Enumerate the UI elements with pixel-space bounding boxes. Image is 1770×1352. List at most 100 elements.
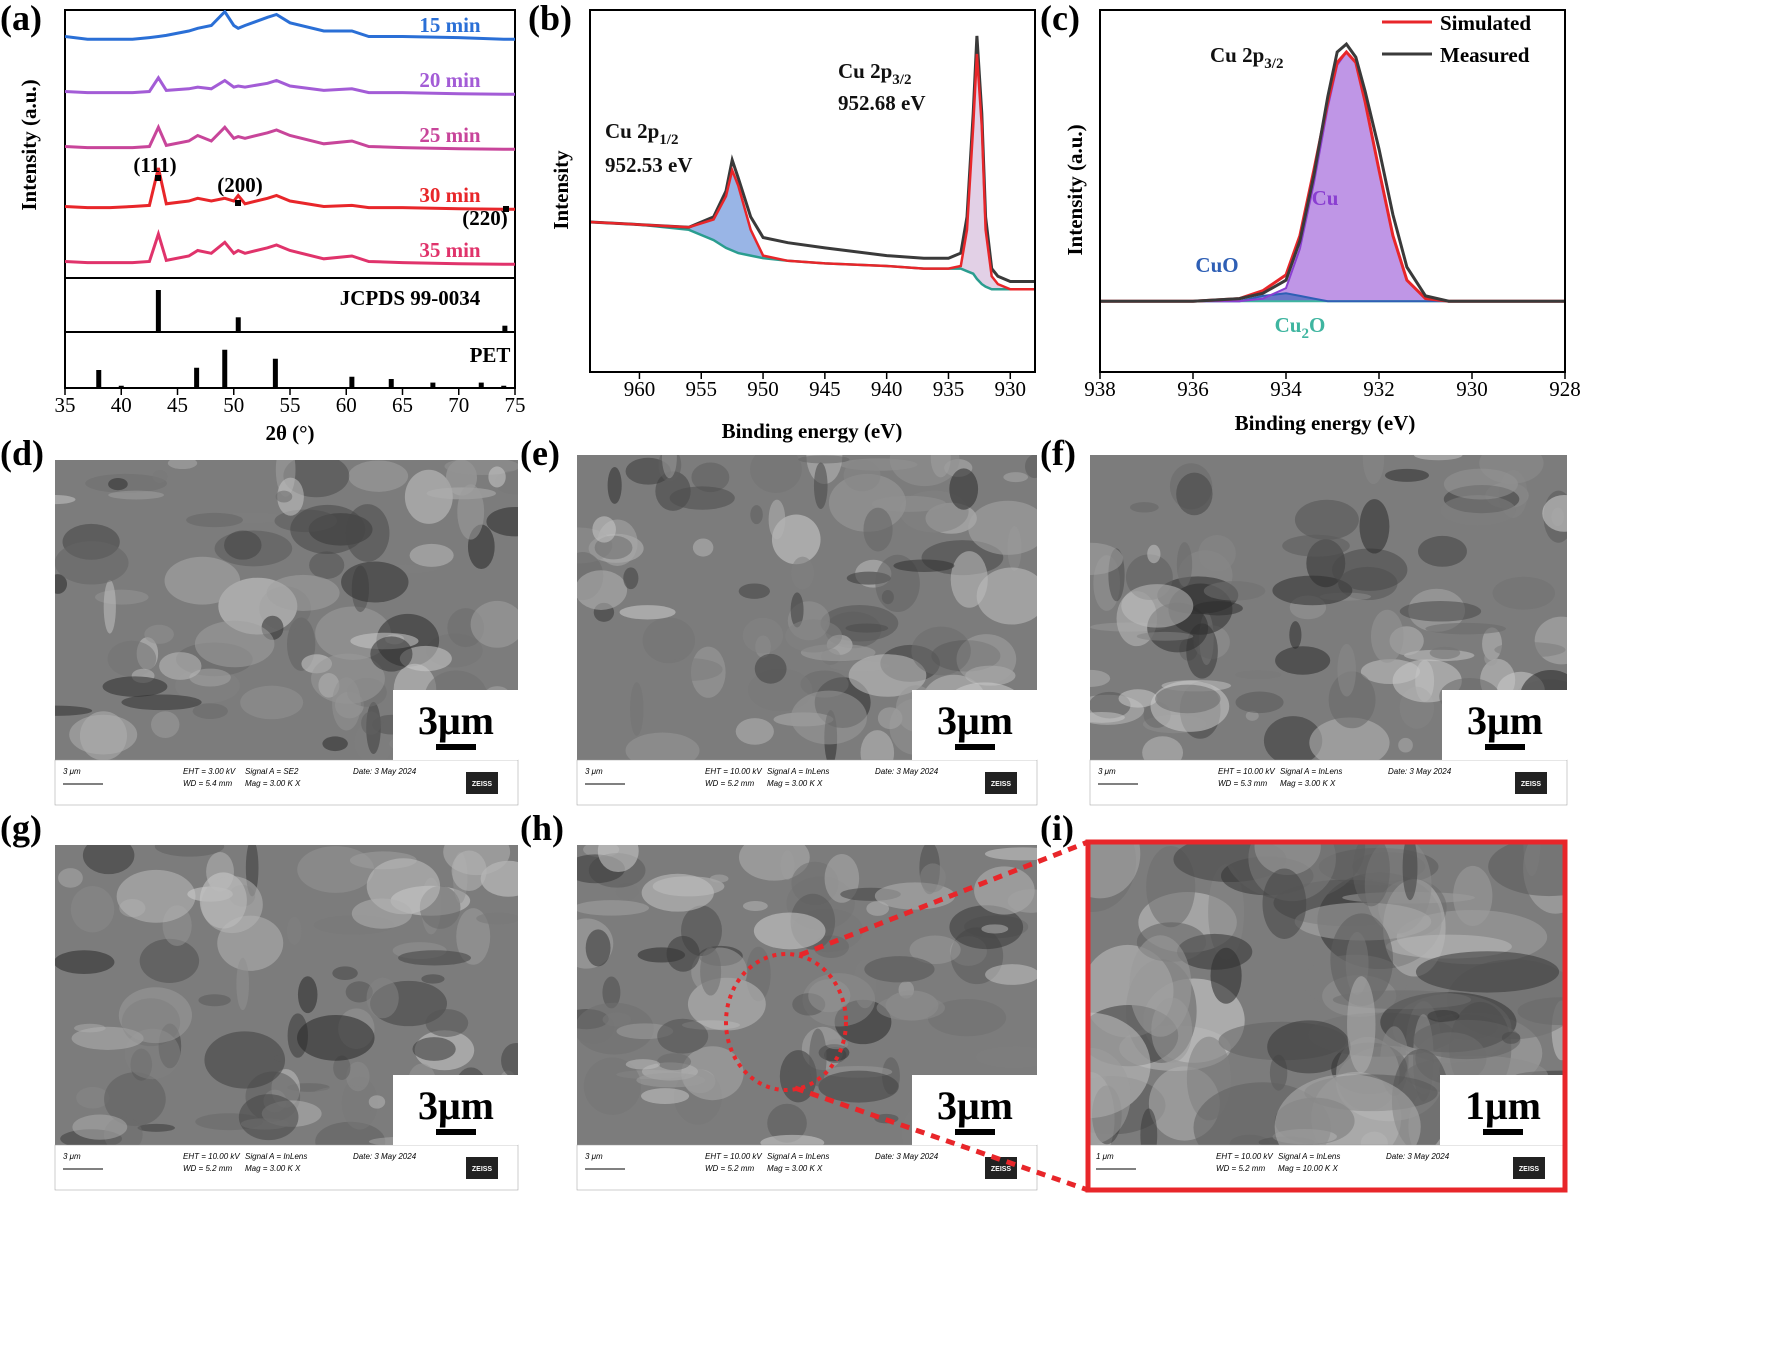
sem-texture bbox=[1347, 976, 1376, 1074]
reference-stick bbox=[118, 385, 124, 388]
sem-texture bbox=[692, 538, 714, 557]
reference-stick bbox=[349, 376, 355, 388]
sem-texture bbox=[1262, 868, 1307, 939]
sem-texture bbox=[238, 1094, 299, 1141]
x-tick-label: 35 bbox=[55, 393, 76, 417]
sem-texture bbox=[457, 484, 485, 540]
y-axis-title: Intensity bbox=[549, 150, 573, 230]
sem-texture bbox=[412, 1037, 456, 1061]
sem-texture bbox=[137, 1123, 175, 1132]
sem-texture bbox=[76, 1086, 110, 1109]
sem-texture bbox=[768, 499, 786, 540]
sem-texture bbox=[95, 589, 149, 605]
sem-texture bbox=[750, 505, 763, 525]
info-bar bbox=[576, 759, 1038, 806]
sem-texture bbox=[1402, 842, 1418, 901]
sem-texture bbox=[1118, 689, 1158, 708]
subscript: 3/2 bbox=[1264, 56, 1283, 72]
scale-label: 1μm bbox=[1465, 1083, 1541, 1128]
x-tick-label: 950 bbox=[747, 377, 779, 401]
sem-texture bbox=[351, 898, 413, 929]
panel-label: (i) bbox=[1040, 808, 1074, 848]
info-text: WD = 5.2 mm bbox=[705, 1164, 754, 1173]
sem-texture bbox=[583, 1057, 642, 1115]
sem-texture bbox=[656, 658, 723, 681]
logo-box bbox=[1513, 1157, 1545, 1179]
sem-texture bbox=[927, 999, 1007, 1037]
sem-texture bbox=[1453, 865, 1493, 926]
sem-texture bbox=[240, 685, 304, 720]
annotation: Cu 2p1/2 bbox=[605, 119, 678, 148]
sem-texture bbox=[630, 682, 644, 736]
series-label: 35 min bbox=[419, 238, 481, 262]
sem-texture bbox=[315, 1121, 386, 1145]
sem-texture bbox=[1413, 455, 1463, 461]
sem-texture bbox=[1370, 609, 1404, 663]
sem-texture bbox=[753, 912, 826, 950]
sem-texture bbox=[297, 976, 318, 1014]
reference-stick bbox=[272, 358, 278, 388]
reference-label: PET bbox=[470, 343, 511, 367]
annotation: 952.53 eV bbox=[605, 153, 693, 177]
subscript: 2 bbox=[1302, 326, 1310, 342]
logo-text: ZEISS bbox=[472, 1166, 493, 1173]
sem-texture bbox=[1090, 712, 1125, 723]
x-tick-label: 955 bbox=[686, 377, 718, 401]
reference-stick bbox=[155, 290, 161, 332]
sem-texture bbox=[1203, 581, 1266, 601]
sem-texture bbox=[625, 732, 700, 760]
info-text: 1 μm bbox=[1096, 1152, 1114, 1161]
x-tick-label: 935 bbox=[933, 377, 965, 401]
peak-area bbox=[688, 170, 788, 261]
sem-texture bbox=[139, 938, 200, 983]
sem-texture bbox=[297, 846, 375, 893]
annotation: Cu 2p3/2 bbox=[1210, 43, 1283, 72]
sem-texture bbox=[82, 845, 135, 875]
sem-texture bbox=[976, 567, 1037, 625]
sem-texture bbox=[791, 556, 815, 590]
sem-texture bbox=[1176, 542, 1193, 587]
sem-texture bbox=[1427, 1010, 1460, 1023]
sem-texture bbox=[70, 885, 115, 933]
plot-frame bbox=[1099, 9, 1566, 373]
sem-texture bbox=[1130, 502, 1159, 513]
info-bar bbox=[54, 759, 519, 806]
sem-texture bbox=[909, 935, 961, 965]
sem-texture bbox=[186, 512, 243, 528]
sem-texture bbox=[192, 703, 228, 719]
x-tick-label: 936 bbox=[1177, 377, 1209, 401]
sem-texture bbox=[236, 957, 250, 1011]
sem-texture bbox=[79, 711, 127, 760]
sem-texture bbox=[404, 469, 453, 524]
sem-texture bbox=[1282, 534, 1350, 557]
zoom-line bbox=[799, 839, 1089, 958]
panel-label: (a) bbox=[0, 0, 42, 38]
sem-texture bbox=[55, 495, 76, 505]
scale-bar bbox=[1485, 744, 1525, 750]
sem-texture bbox=[366, 977, 399, 1019]
sem-texture bbox=[808, 979, 851, 1013]
info-text: Signal A = InLens bbox=[245, 1152, 307, 1161]
sem-texture bbox=[368, 1095, 386, 1109]
peak-area bbox=[1239, 51, 1449, 302]
info-text: EHT = 10.00 kV bbox=[183, 1152, 240, 1161]
reference-stick bbox=[96, 370, 102, 388]
annotation-part: Cu 2p bbox=[1210, 43, 1264, 67]
sem-texture bbox=[398, 950, 471, 966]
sem-texture bbox=[866, 901, 890, 916]
sem-texture bbox=[266, 574, 340, 611]
sem-texture bbox=[1136, 631, 1194, 641]
xrd-curve-group bbox=[65, 75, 515, 96]
info-text: 3 μm bbox=[63, 767, 81, 776]
info-text: WD = 5.3 mm bbox=[1218, 779, 1267, 788]
sem-texture bbox=[1254, 842, 1321, 876]
sem-texture bbox=[636, 1072, 706, 1088]
sem-texture bbox=[597, 845, 639, 873]
logo-box bbox=[1515, 772, 1547, 794]
subscript: 3/2 bbox=[892, 72, 911, 88]
sem-texture bbox=[1488, 842, 1565, 897]
info-text: Date: 3 May 2024 bbox=[1386, 1152, 1450, 1161]
sem-texture bbox=[577, 570, 628, 610]
sem-texture bbox=[1267, 1020, 1351, 1074]
